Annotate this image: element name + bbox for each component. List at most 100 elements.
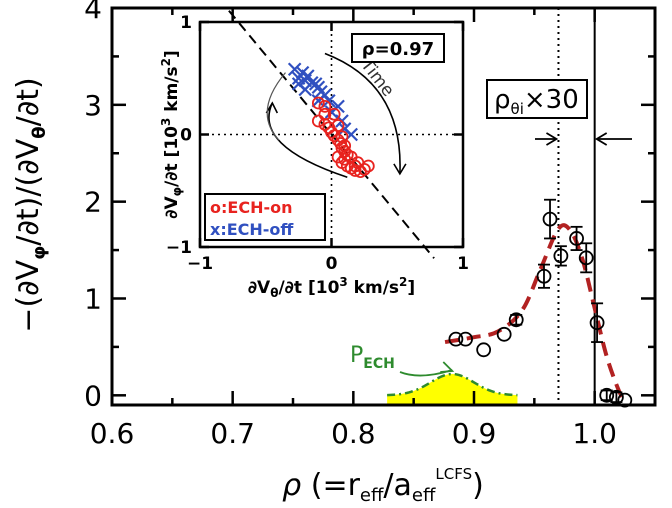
time-arc-inner [266,72,286,141]
data-point-5 [536,268,552,284]
pech-label: PECH [350,343,395,372]
inset-ylabel-a: ∂V [162,196,182,219]
main-axes-frame [110,6,657,407]
pech-label-main: P [350,343,363,368]
inset-ylabel-sup: 3 [159,118,173,126]
arrow-left-head [546,132,559,146]
time-arc-left-head [265,101,279,114]
ech-on-point-24 [335,130,349,144]
xlabel-sub2: eff [412,485,436,506]
inset-xtick-label-2: 1 [457,254,469,274]
annotation-text: ρθi×30 [494,85,579,118]
data-point-13 [617,392,633,408]
data-point-9 [578,250,594,266]
inset-ytick-label-0: −1 [166,238,192,258]
ech-off-point-0 [287,62,302,77]
inset-ylabel-sup2: 2 [159,58,173,66]
inset-legend-box [204,193,326,241]
xlabel-sub1: eff [360,485,384,506]
ech-on-point-3 [325,125,338,139]
xlabel-rho: ρ [282,468,301,503]
xtick-label-1: 0.7 [210,417,255,450]
ylabel-b: /∂t)/(∂V [11,138,46,245]
ech-on-point-0 [311,114,325,128]
ech-on-point-22 [327,107,341,121]
ytick-label-0: 0 [84,379,102,412]
inset-xtick-label-1: 0 [326,254,338,274]
inset-ylabel-b: /∂t [10 [162,126,182,187]
inset-y-label: ∂Vφ/∂t [103 km/s2] [159,50,184,219]
data-point-2 [476,342,492,358]
inset-xlabel-a: ∂V [248,278,271,298]
data-point-10 [589,315,605,331]
xlabel-slash: /a [383,468,412,503]
inset-fit-line [228,10,435,259]
inset-xlabel-b: /∂t [10 [278,278,339,298]
time-arc-right [324,52,401,174]
ylabel-c: /∂t) [11,77,46,126]
inset-title: ρ=0.97 [362,39,434,60]
ech-on-point-23 [331,119,345,132]
inset-xlabel-sub: θ [270,286,278,300]
time-arc-left [268,102,348,179]
xlabel-close: ) [472,468,484,503]
data-point-6 [542,211,558,227]
pech-fill [387,374,518,405]
inset-ylabel-c: km/s [162,66,182,117]
data-point-3 [496,326,512,342]
xtick-label-2: 0.8 [331,417,376,450]
arrow-right-head [594,132,608,146]
xlabel-open: (=r [301,468,360,503]
inset-legend-item-1: x:ECH-off [210,220,294,239]
ech-on-point-19 [318,107,332,121]
xtick-label-0: 0.6 [90,417,135,450]
ech-on-point-25 [338,139,352,153]
ech-on-point-20 [311,96,325,110]
time-arc-right-head [393,163,407,176]
ech-off-point-15 [298,82,312,97]
pech-arrow-head [440,361,455,373]
ytick-label-4: 4 [84,0,102,25]
annotation-box [486,79,588,119]
annotation-rho: ρ [494,85,511,115]
pech-label-sub: ECH [363,356,395,372]
data-point-1 [458,331,473,347]
x-axis-label: ρ (=reff/aeffLCFS) [282,465,484,506]
annotation-sub: θi [511,100,524,118]
inset-title-box [351,33,445,63]
pech-curve [387,372,518,397]
ytick-label-2: 2 [84,186,102,219]
ech-on-point-27 [351,156,365,170]
data-point-8 [569,231,584,246]
data-point-0 [448,331,464,347]
ech-on-point-11 [338,152,352,166]
ech-on-point-15 [348,164,362,177]
ech-on-point-21 [318,99,332,113]
inset-x-label: ∂Vθ/∂t [103 km/s2] [248,275,415,300]
inset-ylabel-sub: φ [170,187,184,196]
xtick-label-4: 1.0 [572,417,617,450]
ytick-label-3: 3 [84,89,102,122]
ylabel-a: −(∂V [11,259,46,332]
xlabel-sup: LCFS [435,465,472,483]
data-point-11 [599,387,615,403]
inset-xlabel-c: km/s [348,278,399,298]
inset-xtick-label-0: −1 [187,254,213,274]
inset-plot: Time−1 0 1−101ρ=0.97o:ECH-onx:ECH-off∂Vθ/∂… [159,10,469,300]
inset-ytick-label-1: 0 [180,126,192,146]
inset-xlabel-sup2: 2 [399,275,407,289]
ylabel-sub1: φ [29,246,50,260]
y-axis-label: −(∂Vφ/∂t)/(∂Vθ/∂t) [11,77,50,332]
inset-ylabel-d: ] [162,50,182,58]
ylabel-sub2: θ [29,126,50,138]
ytick-label-1: 1 [84,282,102,315]
ech-off-point-16 [311,93,326,108]
inset-legend-item-0: o:ECH-on [210,198,292,217]
ech-on-point-28 [348,159,362,173]
fit-curve [444,223,627,402]
ech-off-point-10 [322,93,336,108]
data-point-7 [553,248,569,264]
